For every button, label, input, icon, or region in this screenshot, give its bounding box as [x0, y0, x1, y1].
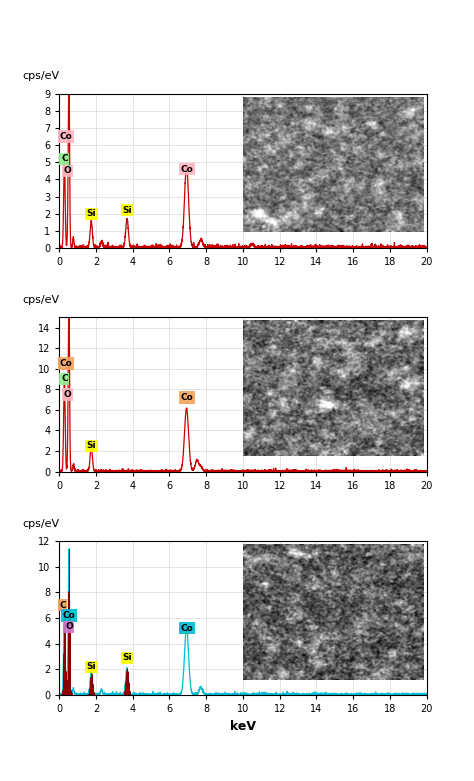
Text: (a): (a)	[269, 102, 291, 116]
Text: cps/eV: cps/eV	[22, 295, 60, 305]
Text: O: O	[65, 622, 73, 632]
Text: (c): (c)	[269, 548, 290, 562]
Text: Co: Co	[59, 132, 72, 141]
Text: Si: Si	[122, 205, 132, 215]
Text: Co: Co	[63, 611, 75, 620]
Text: O: O	[64, 390, 72, 399]
Text: C: C	[59, 601, 66, 610]
Text: Si: Si	[86, 441, 96, 451]
Text: Co: Co	[180, 165, 193, 173]
Text: Co: Co	[180, 393, 193, 402]
Text: C: C	[61, 374, 68, 383]
Text: cps/eV: cps/eV	[22, 519, 60, 529]
Text: O: O	[64, 166, 72, 175]
Text: Co: Co	[59, 359, 72, 368]
Text: Si: Si	[86, 662, 96, 672]
Text: Si: Si	[86, 209, 96, 218]
Text: Si: Si	[122, 654, 132, 662]
Text: (b): (b)	[269, 325, 291, 339]
Text: Co: Co	[180, 624, 193, 633]
Text: cps/eV: cps/eV	[22, 71, 60, 81]
X-axis label: keV: keV	[230, 719, 256, 733]
Text: C: C	[61, 155, 68, 163]
